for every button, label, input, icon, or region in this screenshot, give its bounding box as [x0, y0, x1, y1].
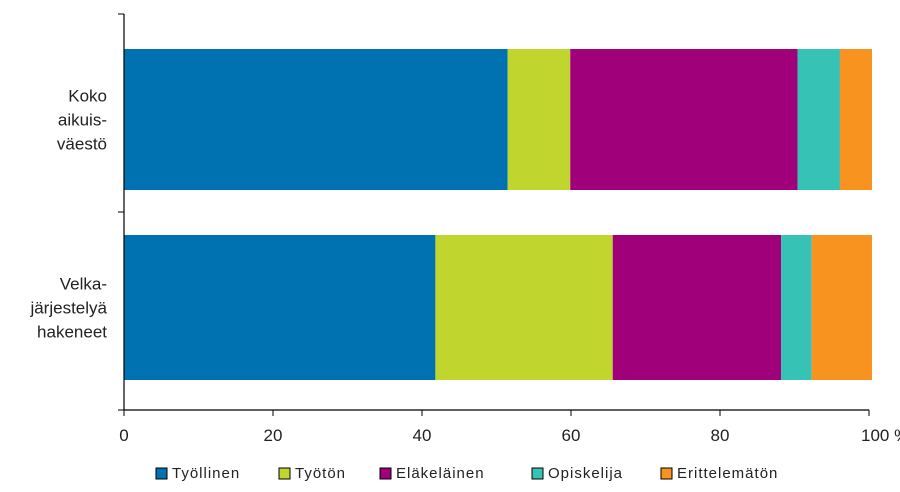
- legend-item-2: Työtön: [278, 465, 346, 482]
- legend-swatch: [278, 467, 291, 480]
- legend-swatch: [155, 467, 168, 480]
- legend-item-3: Eläkeläinen: [379, 465, 485, 482]
- legend-label: Työllinen: [172, 465, 240, 482]
- category-label-line: Velka-: [60, 275, 107, 294]
- bar-segment-1-4: [797, 49, 840, 190]
- legend: Työllinen Työtön Eläkeläinen Opiskelija Erit…: [155, 465, 778, 482]
- category-label-line: aikuis-: [58, 111, 107, 130]
- x-tick-label: 80: [711, 426, 730, 445]
- bar-segment-1-2: [507, 49, 571, 190]
- legend-item-5: Erittelemätön: [660, 465, 778, 482]
- legend-label: Erittelemätön: [677, 465, 778, 482]
- legend-label: Eläkeläinen: [396, 465, 485, 482]
- legend-swatch: [379, 467, 392, 480]
- x-tick-label: 60: [562, 426, 581, 445]
- x-ticks-layer: 0 20 40 60 80 100 %: [119, 410, 900, 445]
- legend-item-4: Opiskelija: [531, 465, 623, 482]
- legend-swatch: [531, 467, 544, 480]
- x-tick-label: 20: [264, 426, 283, 445]
- category-label-line: hakeneet: [37, 323, 107, 342]
- legend-item-1: Työllinen: [155, 465, 240, 482]
- category-label-line: Koko: [68, 87, 107, 106]
- bar-segment-2-4: [781, 235, 812, 380]
- bar-segment-1-3: [570, 49, 798, 190]
- bar-segment-2-3: [612, 235, 782, 380]
- axes-layer: [118, 13, 869, 411]
- category-label-2: Velka-järjestelyä hakeneet: [29, 275, 107, 342]
- bar-segment-2-2: [435, 235, 613, 380]
- x-tick-label: 40: [413, 426, 432, 445]
- legend-label: Työtön: [295, 465, 346, 482]
- bar-segment-1-5: [839, 49, 872, 190]
- category-label-line: väestö: [57, 135, 107, 154]
- x-tick-label: 100 %: [861, 426, 900, 445]
- bar-segment-2-1: [124, 235, 436, 380]
- bars-layer: [124, 49, 872, 380]
- category-label-line: järjestelyä: [29, 299, 107, 318]
- bar-segment-2-5: [811, 235, 872, 380]
- legend-label: Opiskelija: [548, 465, 623, 482]
- x-tick-label: 0: [119, 426, 128, 445]
- category-labels-layer: Koko aikuis-väestö Velka-järjestelyä hakene…: [29, 87, 107, 342]
- legend-swatch: [660, 467, 673, 480]
- bar-segment-1-1: [124, 49, 508, 190]
- category-label-1: Koko aikuis-väestö: [57, 87, 107, 154]
